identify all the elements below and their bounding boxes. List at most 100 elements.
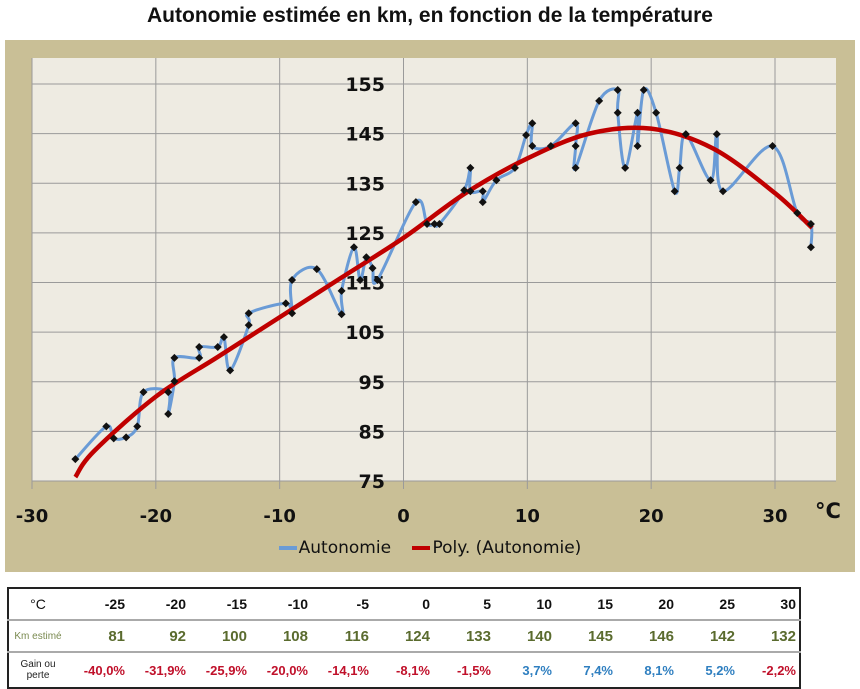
data-point bbox=[478, 198, 487, 207]
data-point bbox=[478, 187, 487, 196]
y-tick-label: 75 bbox=[359, 471, 385, 493]
table-cell: 132 bbox=[738, 620, 800, 653]
data-point bbox=[109, 434, 118, 443]
x-tick-label: 20 bbox=[639, 506, 664, 527]
data-point bbox=[312, 265, 321, 274]
table-cell: 140 bbox=[494, 620, 555, 653]
table-cell: 10 bbox=[494, 588, 555, 621]
table-cell: -8,1% bbox=[396, 662, 430, 678]
data-point bbox=[639, 85, 648, 94]
y-tick-label: 105 bbox=[345, 322, 385, 344]
legend: Autonomie Poly. (Autonomie) bbox=[0, 538, 860, 558]
data-point bbox=[362, 253, 371, 262]
table-cell: 8,1% bbox=[644, 662, 674, 678]
x-axis-label: °C bbox=[815, 499, 841, 523]
table-cell: -20,0% bbox=[266, 662, 308, 678]
table-cell: -25 bbox=[67, 588, 128, 621]
table-cell: -20 bbox=[128, 588, 189, 621]
table-cell: 142 bbox=[677, 620, 738, 653]
data-point bbox=[226, 366, 235, 375]
data-point bbox=[373, 276, 382, 285]
data-table: °C -25 -20 -15 -10 -5 0 5 10 15 20 25 30 Km estimé 81 9… bbox=[7, 587, 801, 689]
data-point bbox=[281, 299, 290, 308]
data-point bbox=[793, 209, 802, 218]
y-tick-label: 115 bbox=[345, 273, 385, 295]
data-point bbox=[522, 131, 531, 140]
table-cell: 133 bbox=[433, 620, 494, 653]
legend-item-autonomie: Autonomie bbox=[278, 538, 392, 558]
data-point bbox=[652, 108, 661, 117]
y-tick-label: 135 bbox=[345, 173, 385, 195]
table-cell: 5,2% bbox=[705, 662, 735, 678]
data-point bbox=[288, 309, 297, 318]
data-point bbox=[102, 422, 111, 431]
x-tick-label: 10 bbox=[515, 506, 540, 527]
table-cell: 100 bbox=[189, 620, 250, 653]
data-point bbox=[613, 85, 622, 94]
data-point bbox=[219, 333, 228, 342]
data-point bbox=[460, 186, 469, 195]
data-point bbox=[613, 108, 622, 117]
data-point bbox=[349, 243, 358, 252]
x-tick-label: -10 bbox=[263, 506, 296, 527]
data-point bbox=[139, 388, 148, 397]
table-cell: 108 bbox=[250, 620, 311, 653]
data-point bbox=[712, 130, 721, 139]
data-point bbox=[170, 377, 179, 386]
table-cell: -31,9% bbox=[144, 662, 186, 678]
data-point bbox=[337, 286, 346, 295]
legend-swatch-blue bbox=[278, 546, 297, 550]
y-tick-label: 95 bbox=[359, 372, 385, 394]
table-cell: 7,4% bbox=[583, 662, 613, 678]
legend-swatch-red bbox=[412, 546, 431, 550]
table-cell: 92 bbox=[128, 620, 189, 653]
table-cell: -15 bbox=[189, 588, 250, 621]
x-tick-label: -30 bbox=[16, 506, 49, 527]
table-cell: 30 bbox=[738, 588, 800, 621]
table-cell: 3,7% bbox=[522, 662, 552, 678]
data-point bbox=[528, 119, 537, 128]
data-point bbox=[170, 353, 179, 362]
y-tick-label: 125 bbox=[345, 223, 385, 245]
table-cell: -14,1% bbox=[327, 662, 369, 678]
data-point bbox=[288, 276, 297, 285]
legend-label: Autonomie bbox=[298, 538, 392, 558]
data-point bbox=[806, 243, 815, 252]
data-point bbox=[571, 119, 580, 128]
table-cell: 146 bbox=[616, 620, 677, 653]
table-cell: 145 bbox=[555, 620, 616, 653]
table-cell: 20 bbox=[616, 588, 677, 621]
data-point bbox=[164, 410, 173, 419]
table-row: Km estimé 81 92 100 108 116 124 133 140 145 146 142… bbox=[8, 620, 800, 653]
data-point bbox=[337, 310, 346, 319]
x-tick-label: 30 bbox=[762, 506, 787, 527]
table-cell: -2,2% bbox=[762, 662, 796, 678]
table-cell: 5 bbox=[433, 588, 494, 621]
data-point bbox=[633, 108, 642, 117]
row-header: °C bbox=[8, 588, 67, 621]
data-point bbox=[633, 142, 642, 151]
data-point bbox=[133, 422, 142, 431]
row-header: Km estimé bbox=[8, 620, 67, 653]
table-cell: 124 bbox=[372, 620, 433, 653]
data-point bbox=[164, 388, 173, 397]
chart-title: Autonomie estimée en km, en fonction de … bbox=[147, 4, 713, 27]
data-point bbox=[411, 198, 420, 207]
data-point bbox=[675, 163, 684, 172]
data-point bbox=[213, 343, 222, 352]
data-point bbox=[492, 176, 501, 185]
data-point bbox=[706, 176, 715, 185]
data-point bbox=[718, 187, 727, 196]
data-point bbox=[595, 96, 604, 105]
row-header: Gain ou perte bbox=[20, 659, 56, 681]
table-cell: -1,5% bbox=[457, 662, 491, 678]
data-point bbox=[670, 187, 679, 196]
legend-label: Poly. (Autonomie) bbox=[432, 538, 582, 558]
data-point bbox=[466, 163, 475, 172]
data-point bbox=[435, 219, 444, 228]
legend-item-poly: Poly. (Autonomie) bbox=[412, 538, 581, 558]
data-point bbox=[356, 276, 365, 285]
data-point bbox=[768, 142, 777, 151]
data-point bbox=[806, 219, 815, 228]
data-point bbox=[430, 219, 439, 228]
